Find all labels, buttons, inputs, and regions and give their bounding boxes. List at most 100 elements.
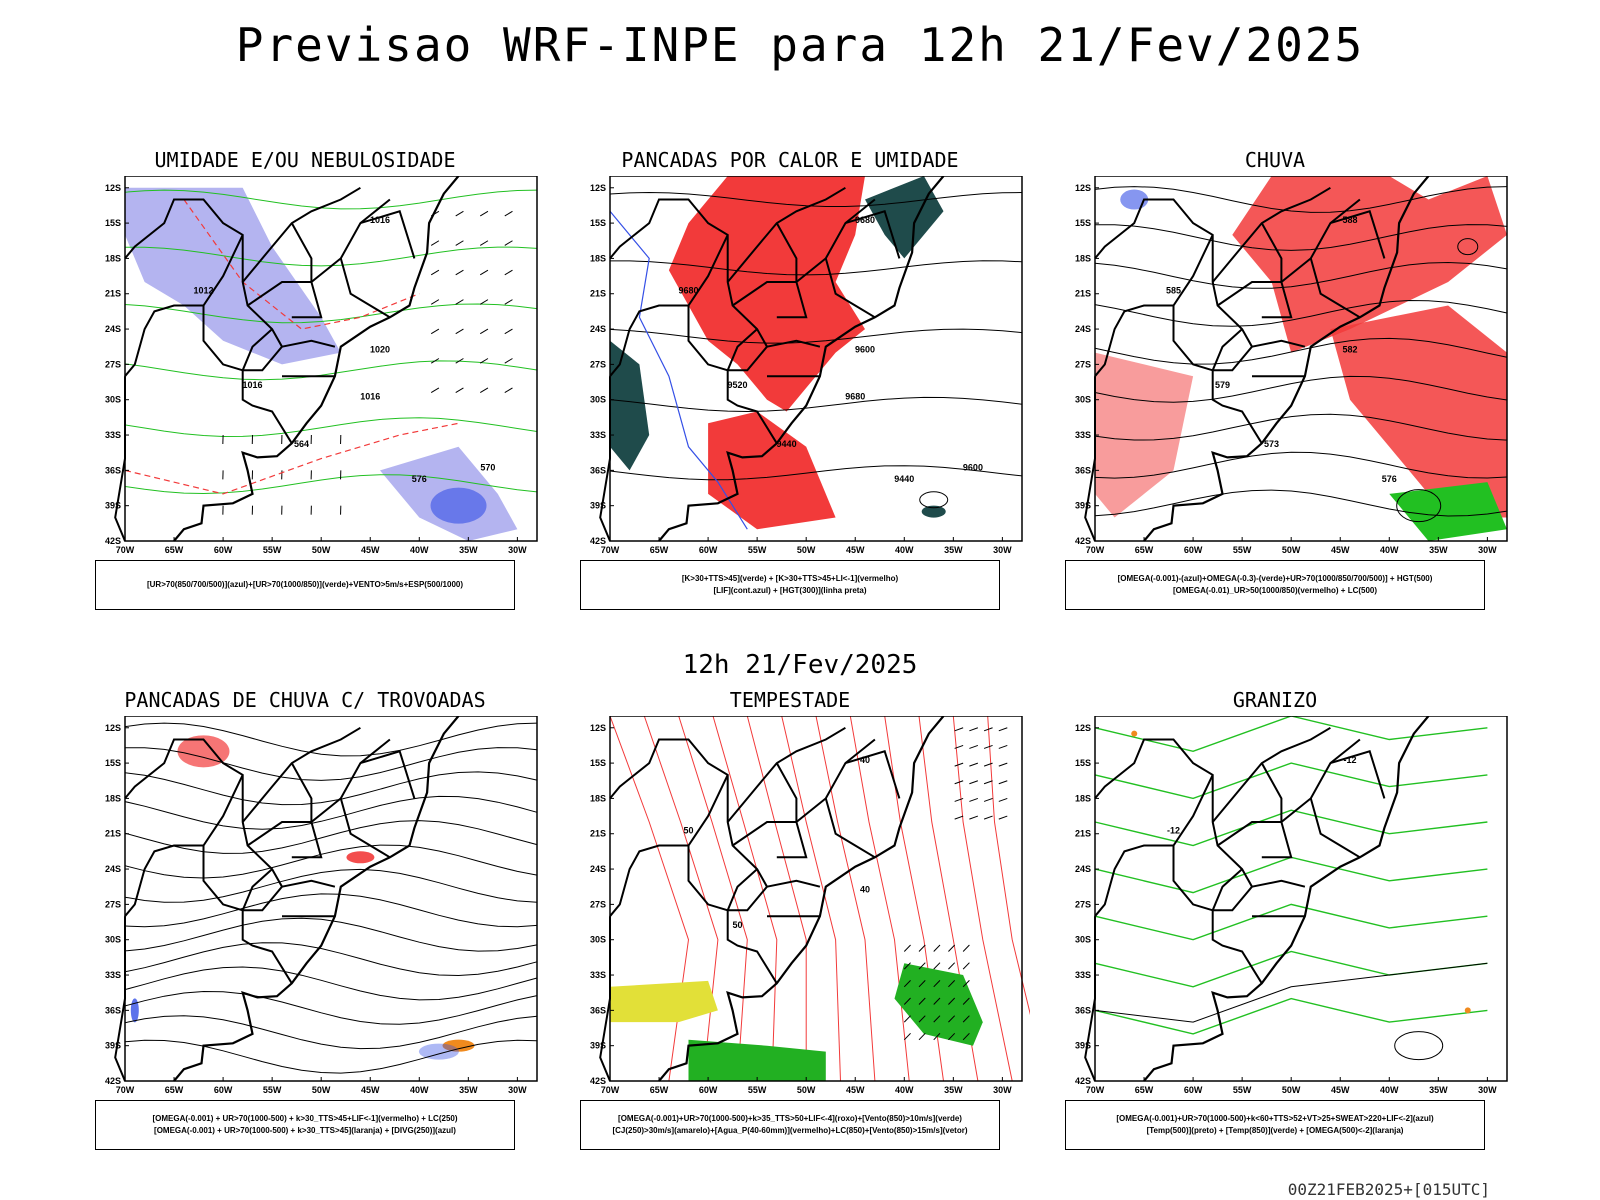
lon-tick-label: 30W [508,1085,527,1095]
lon-tick-label: 50W [1282,1085,1301,1095]
wind-vector [479,269,489,276]
rain-red-area [1330,305,1507,518]
contour-label: 1012 [193,286,213,296]
country-border [1261,821,1293,859]
streamline [609,191,1023,207]
lon-tick-label: 65W [165,1085,184,1095]
temp-500-contour [1394,1031,1444,1061]
wind-vector [998,744,1008,749]
panel-pancadas-calor: PANCADAS POR CALOR E UMIDADE 12S 15S 18S 21… [580,148,1030,628]
wind-vector [918,1032,926,1041]
map-frame [1094,716,1508,1082]
country-border [732,738,876,847]
country-border [726,726,846,823]
lon-tick-label: 45W [361,1085,380,1095]
wind-vector [969,727,979,732]
country-border [687,305,758,372]
lon-tick-label: 60W [699,1085,718,1095]
lat-tick-label: 12S [1075,183,1091,193]
lat-tick-label: 33S [105,970,121,980]
country-border [1211,186,1331,283]
wind-vector [903,944,911,952]
lat-tick-label: 39S [105,1041,121,1051]
wind-vector [983,815,993,820]
country-border [609,774,729,917]
temp-850-contour [1094,762,1488,800]
lat-tick-label: 21S [1075,829,1091,839]
coastline [1143,176,1430,542]
panel-title: CHUVA [1244,148,1306,172]
wind-vector [479,210,489,217]
streamline [124,474,538,495]
thickness-contour [124,422,459,495]
temp-850-contour [1094,716,1488,753]
country-border [247,738,391,847]
country-border [281,339,336,348]
panel-granizo: GRANIZO 12S 15S 18S 21S 24S 27S 30S 33S 36S 39S 42… [1065,688,1515,1168]
lon-tick-label: 55W [263,1085,282,1095]
streamline [1094,451,1508,479]
country-border [1309,258,1361,319]
legend-line: [OMEGA(-0.001) + UR>70(1000-500) + k>30_… [152,1114,458,1123]
lon-tick-label: 60W [699,545,718,555]
streamline [124,868,538,903]
wind-vector [455,269,464,276]
panel-title: PANCADAS DE CHUVA C/ TROVOADAS [124,688,486,712]
panel-legend: [OMEGA(-0.001) + UR>70(1000-500) + k>30_… [95,1100,515,1150]
wind-vector [998,780,1008,785]
country-border [1217,738,1361,847]
lat-tick-label: 39S [590,1041,606,1051]
wind-vector [918,962,926,970]
precip-water-contour [781,716,841,1082]
country-border [1251,339,1306,348]
wind-vector [504,269,513,276]
wind-vector [504,210,513,217]
contour-label: 9680 [678,286,698,296]
country-border [241,186,361,283]
wind-vector [962,1032,970,1041]
panel-title: GRANIZO [1232,688,1318,712]
wind-vector [903,980,911,988]
streamline [1094,299,1508,327]
lat-tick-label: 27S [105,899,121,909]
panel-title: PANCADAS POR CALOR E UMIDADE [621,148,959,172]
country-border [775,222,798,282]
wind-vector [430,240,440,246]
lon-tick-label: 50W [312,545,331,555]
lon-tick-label: 60W [1184,545,1203,555]
wind-vector [954,797,964,802]
lon-tick-label: 50W [312,1085,331,1095]
wind-vector [918,997,926,1005]
lat-tick-label: 15S [105,758,121,768]
lon-tick-label: 70W [601,545,620,555]
country-border [124,234,244,377]
streamline [1094,375,1508,403]
wind-vector [933,962,941,970]
country-border [824,258,876,319]
wind-vector [962,962,970,970]
thunder-blue-area [418,1043,459,1060]
wind-vector [948,980,956,988]
streamline [124,795,538,830]
wind-vector [479,387,489,394]
wind-vector [479,358,489,364]
streamline [124,942,538,977]
legend-line: [K>30+TTS>45](verde) + [K>30+TTS>45+LI<-… [681,574,899,583]
contour-label: 50 [733,920,743,930]
lon-tick-label: 40W [1380,1085,1399,1095]
panel-title: UMIDADE E/OU NEBULOSIDADE [154,148,456,172]
coastline [173,716,460,1082]
wind-vector [954,780,964,785]
legend-line: [OMEGA(-0.01)_UR>50(1000/850)(vermelho) … [1172,586,1378,595]
precip-water-contour [712,716,778,1082]
lon-tick-label: 30W [993,545,1012,555]
lat-tick-label: 36S [105,465,121,475]
instability-green-area [865,176,944,259]
country-border [1172,305,1243,372]
streamline [124,1015,538,1050]
wind-vector [430,299,440,305]
precip-water-contour [678,716,748,1082]
